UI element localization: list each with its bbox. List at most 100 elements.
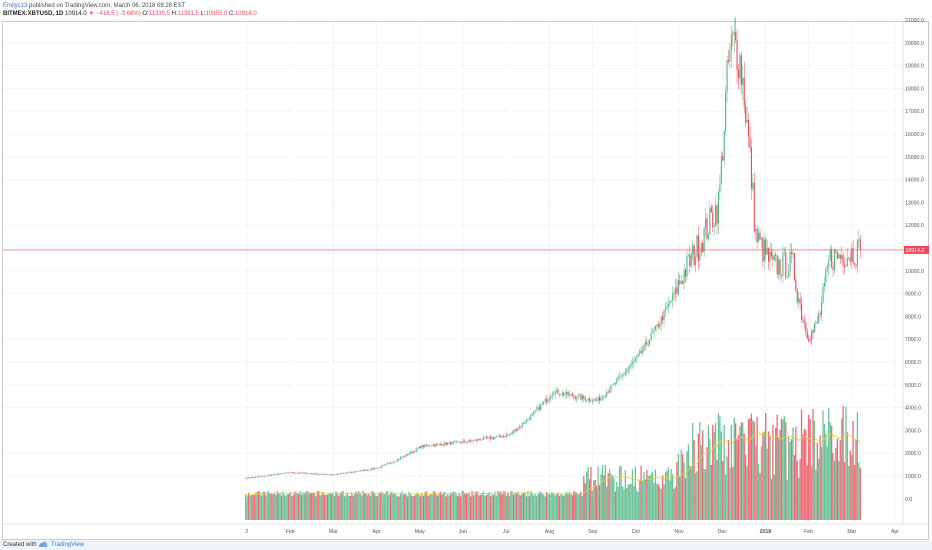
volume-bar [641, 481, 644, 520]
volume-bar [250, 495, 253, 520]
candle-body [329, 474, 331, 476]
candle-body [270, 474, 273, 476]
volume-bar [830, 425, 833, 520]
volume-bar [448, 495, 450, 520]
time-tick-label: May [415, 529, 425, 535]
volume-bar [700, 445, 702, 520]
volume-bar [458, 493, 460, 520]
volume-bar [805, 430, 807, 520]
volume-bar [577, 494, 579, 520]
volume-bar [404, 494, 406, 520]
price-value: 10914.0 [65, 11, 87, 17]
volume-bar [505, 495, 508, 520]
time-tick-label: Jun [459, 529, 467, 535]
volume-bar [320, 494, 323, 520]
candle-body [641, 350, 644, 353]
volume-bar [517, 491, 519, 520]
volume-bar [583, 475, 585, 520]
volume-bar [276, 491, 278, 520]
volume-bar [790, 438, 793, 520]
price-tick-label: 19000.0 [905, 64, 924, 70]
volume-bar [555, 493, 558, 520]
price-tick-label: 15000.0 [905, 155, 924, 161]
candle-body [266, 475, 268, 476]
volume-bar [624, 470, 626, 520]
candle-body [375, 468, 377, 469]
candle-body [524, 422, 526, 424]
candle-body [806, 332, 808, 339]
candle-body [699, 254, 701, 261]
volume-bar [563, 496, 565, 520]
volume-bar [561, 495, 563, 520]
volume-bar [845, 406, 847, 520]
candle-body [630, 363, 632, 367]
time-tick-label: Mar [329, 529, 338, 535]
volume-bar [445, 496, 447, 520]
candle-body [471, 440, 473, 442]
chart-frame[interactable] [2, 21, 929, 540]
volume-bar [626, 488, 628, 520]
time-axis: 2 Feb Mar Apr May Jun Jul Aug Sep Oct Nov Dec 2018 Fe… [246, 529, 900, 535]
candle-body [359, 470, 361, 472]
volume-bar [495, 495, 498, 520]
volume-bar [353, 492, 356, 520]
price-tick-label: 1000.0 [905, 474, 921, 480]
volume-bar [312, 492, 314, 520]
volume-bar [669, 480, 671, 520]
candle-body [576, 397, 578, 399]
volume-bar [823, 423, 826, 520]
candle-body [382, 465, 384, 466]
volume-bar [762, 432, 764, 520]
volume-bar [278, 493, 280, 520]
volume-bar [280, 495, 283, 520]
volume-bar [657, 484, 659, 520]
volume-bar [415, 493, 417, 520]
candle-body [765, 239, 767, 255]
volume-bar [328, 493, 330, 520]
candle-body [624, 372, 626, 375]
volume-bar [472, 495, 475, 520]
candle-body [460, 442, 462, 444]
candle-body [798, 298, 800, 303]
volume-bar [414, 495, 416, 520]
price-tick-label: 2000.0 [905, 451, 921, 457]
volume-bar [813, 420, 816, 520]
candle-body [428, 445, 430, 447]
volume-bar [318, 491, 320, 520]
candle-body [639, 350, 641, 354]
volume-bar [257, 490, 260, 520]
candle-body [723, 130, 725, 161]
volume-bar [339, 492, 341, 520]
volume-bar [580, 491, 582, 520]
candle-body [696, 235, 698, 257]
candle-body [394, 461, 396, 463]
author-link[interactable]: Emilyc13 [3, 3, 28, 9]
volume-bar [796, 461, 798, 520]
volume-bar [369, 496, 371, 520]
candle-body [441, 444, 443, 446]
volume-bar [649, 475, 651, 520]
volume-bar [604, 464, 606, 520]
candle-body [707, 234, 710, 239]
candle-body [672, 293, 674, 301]
volume-bar [480, 494, 482, 520]
volume-bar [767, 431, 770, 520]
candle-body [662, 316, 664, 321]
candle-body [296, 473, 298, 474]
high-label: H: [171, 11, 178, 17]
candle-body [319, 473, 321, 475]
volume-bar [419, 496, 422, 520]
volume-bar [305, 491, 307, 520]
volume-bar [704, 469, 707, 520]
candle-body [676, 287, 678, 294]
candle-body [649, 340, 651, 345]
candle-body [578, 394, 581, 396]
volume-bar [431, 493, 433, 520]
candle-body [743, 77, 745, 107]
volume-bar [707, 425, 710, 520]
candle-body [511, 431, 513, 434]
tradingview-link[interactable]: TradingView [51, 542, 85, 548]
candle-body [848, 257, 850, 259]
volume-bar [488, 491, 490, 520]
